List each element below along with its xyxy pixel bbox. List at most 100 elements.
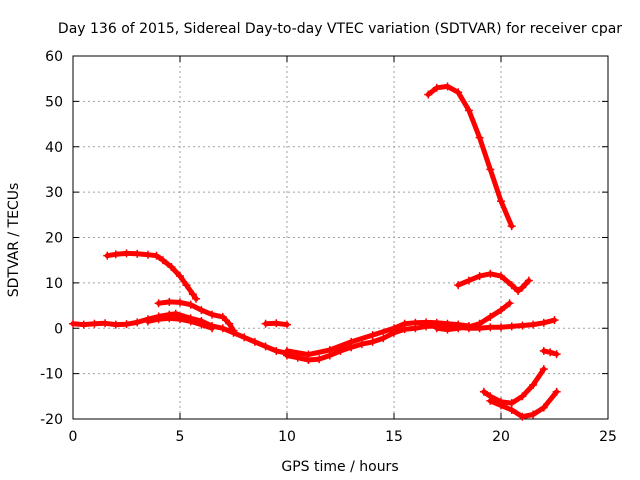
data-point: [390, 324, 398, 333]
chart-title: Day 136 of 2015, Sidereal Day-to-day VTE…: [58, 21, 622, 37]
data-point: [518, 412, 527, 421]
data-point: [424, 90, 433, 99]
data-point: [518, 392, 527, 401]
data-point: [497, 323, 505, 332]
data-point: [464, 324, 473, 333]
data-point: [122, 249, 131, 258]
data-point: [133, 318, 142, 327]
data-point: [475, 324, 484, 333]
data-point: [368, 331, 377, 340]
data-point: [182, 281, 191, 290]
data-point: [454, 281, 463, 290]
series-arc-hump: [454, 269, 533, 296]
data-point: [507, 322, 516, 331]
series-arc-low-wide: [69, 309, 291, 358]
data-point: [539, 346, 548, 355]
x-tick-label: 5: [176, 429, 185, 445]
data-point: [103, 251, 112, 260]
data-point: [432, 83, 441, 92]
y-tick-label: 30: [45, 185, 63, 201]
data-point: [272, 346, 281, 355]
data-point: [497, 272, 505, 281]
x-tick-label: 20: [492, 429, 510, 445]
data-point: [464, 276, 473, 285]
data-point: [304, 350, 313, 359]
series-arc-bottom-right: [486, 387, 561, 421]
data-point: [529, 410, 538, 419]
data-point: [479, 387, 488, 396]
series-arc-low-bump: [143, 314, 217, 333]
data-point: [165, 297, 174, 306]
data-point: [475, 272, 484, 281]
data-point: [283, 346, 291, 355]
data-point: [101, 319, 110, 328]
data-point: [486, 396, 495, 405]
y-tick-label: -20: [40, 412, 63, 428]
data-point: [505, 299, 514, 308]
data-point: [464, 106, 473, 115]
data-point: [454, 88, 463, 97]
series-arc-short-right: [539, 346, 561, 359]
data-point: [552, 350, 561, 359]
data-point: [154, 299, 163, 308]
data-point: [250, 337, 259, 346]
data-point: [347, 337, 356, 346]
data-point: [529, 320, 538, 329]
data-point: [208, 324, 217, 333]
data-point: [122, 320, 131, 329]
x-axis-label: GPS time / hours: [281, 459, 398, 475]
data-point: [518, 283, 527, 292]
data-point: [539, 365, 548, 374]
data-point: [176, 315, 184, 324]
data-point: [143, 250, 152, 259]
series-track: [284, 323, 444, 363]
data-point: [422, 318, 431, 327]
data-point: [443, 322, 452, 331]
data-point: [167, 262, 176, 271]
data-point: [507, 281, 516, 290]
data-point: [240, 333, 249, 342]
y-axis-label: SDTVAR / TECUs: [6, 183, 22, 298]
data-point: [357, 340, 366, 349]
data-point: [176, 298, 184, 307]
y-tick-label: -10: [40, 367, 63, 383]
data-point: [283, 320, 291, 329]
data-point: [225, 319, 234, 328]
data-point: [208, 310, 217, 319]
data-point: [400, 319, 409, 328]
series-arc-flat-right: [443, 316, 559, 333]
y-tick-label: 10: [45, 276, 63, 292]
data-point: [552, 387, 561, 396]
data-point: [111, 250, 120, 259]
y-tick-label: 20: [45, 231, 63, 247]
data-point: [69, 319, 77, 328]
data-point: [143, 317, 152, 326]
y-tick-label: 50: [45, 94, 63, 110]
data-point: [475, 133, 484, 142]
data-point: [165, 314, 174, 323]
data-point: [529, 380, 538, 389]
data-point: [218, 312, 227, 321]
data-point: [197, 320, 206, 329]
data-point: [379, 334, 388, 343]
data-point: [229, 326, 238, 335]
data-point: [524, 276, 533, 285]
data-point: [79, 320, 88, 329]
data-point: [518, 321, 527, 330]
data-point: [315, 355, 324, 364]
data-point: [432, 324, 441, 333]
series-arc-high-left: [103, 249, 201, 303]
data-point: [325, 346, 334, 355]
data-point: [186, 317, 195, 326]
series-layer: [69, 82, 561, 421]
data-point: [486, 323, 495, 332]
data-point: [90, 319, 99, 328]
data-point: [539, 403, 548, 412]
data-point: [188, 290, 197, 299]
data-point: [507, 405, 516, 414]
data-point: [272, 319, 281, 328]
data-point: [186, 300, 195, 309]
data-point: [152, 251, 161, 260]
data-point: [192, 294, 201, 303]
